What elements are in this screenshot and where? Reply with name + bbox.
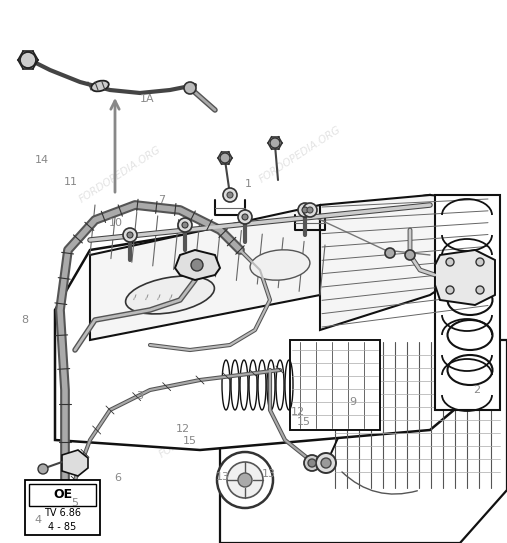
FancyArrowPatch shape xyxy=(342,472,417,494)
Circle shape xyxy=(217,452,273,508)
Circle shape xyxy=(321,458,331,468)
Text: FORDOPEDIA.ORG: FORDOPEDIA.ORG xyxy=(247,270,333,330)
Text: FORDOPEDIA.ORG: FORDOPEDIA.ORG xyxy=(377,370,463,430)
Text: 13: 13 xyxy=(216,472,230,482)
Text: 12: 12 xyxy=(291,407,305,416)
Text: 8: 8 xyxy=(21,315,28,325)
Circle shape xyxy=(47,486,59,498)
Circle shape xyxy=(302,207,308,213)
Circle shape xyxy=(123,228,137,242)
Polygon shape xyxy=(435,195,500,410)
Text: 7: 7 xyxy=(158,195,165,205)
Text: OE: OE xyxy=(53,489,72,502)
Text: 1A: 1A xyxy=(140,94,154,104)
Polygon shape xyxy=(220,340,507,543)
Text: 11: 11 xyxy=(64,177,78,187)
Text: 15: 15 xyxy=(183,436,197,446)
Text: /: / xyxy=(133,294,137,300)
Text: FORDOPEDIA.ORG: FORDOPEDIA.ORG xyxy=(157,400,243,460)
Circle shape xyxy=(178,218,192,232)
Text: 12: 12 xyxy=(175,424,190,434)
Polygon shape xyxy=(175,250,220,280)
Text: FORDOPEDIA.ORG: FORDOPEDIA.ORG xyxy=(258,125,343,185)
Circle shape xyxy=(182,222,188,228)
Polygon shape xyxy=(55,195,490,450)
Text: 1: 1 xyxy=(245,179,252,188)
Circle shape xyxy=(191,259,203,271)
Circle shape xyxy=(227,462,263,498)
Text: 6: 6 xyxy=(115,473,122,483)
Circle shape xyxy=(316,453,336,473)
Circle shape xyxy=(184,82,196,94)
Circle shape xyxy=(308,459,316,467)
Text: 3: 3 xyxy=(136,392,143,401)
Circle shape xyxy=(227,192,233,198)
Circle shape xyxy=(127,232,133,238)
Polygon shape xyxy=(290,340,380,430)
Circle shape xyxy=(242,214,248,220)
Text: 4 - 85: 4 - 85 xyxy=(48,522,77,532)
Polygon shape xyxy=(62,450,88,476)
Text: FORDOPEDIA.ORG: FORDOPEDIA.ORG xyxy=(347,200,432,260)
Polygon shape xyxy=(435,250,495,305)
Circle shape xyxy=(220,153,230,163)
Circle shape xyxy=(238,473,252,487)
Circle shape xyxy=(476,286,484,294)
Text: FORDOPEDIA.ORG: FORDOPEDIA.ORG xyxy=(328,430,413,490)
Text: /: / xyxy=(169,294,173,300)
Text: 2: 2 xyxy=(473,385,480,395)
Text: /: / xyxy=(146,294,149,300)
Circle shape xyxy=(307,207,313,213)
Circle shape xyxy=(303,203,317,217)
Circle shape xyxy=(304,455,320,471)
Bar xyxy=(29,484,96,506)
Text: 4: 4 xyxy=(34,515,42,525)
Text: 15: 15 xyxy=(297,418,311,427)
Polygon shape xyxy=(90,205,320,340)
Circle shape xyxy=(298,203,312,217)
Ellipse shape xyxy=(250,250,310,280)
Circle shape xyxy=(476,258,484,266)
Circle shape xyxy=(385,248,395,258)
Circle shape xyxy=(270,138,280,148)
Bar xyxy=(25,480,100,535)
Text: 10: 10 xyxy=(108,218,123,228)
Text: /: / xyxy=(157,294,161,300)
Text: TV 6.86: TV 6.86 xyxy=(44,508,81,518)
Circle shape xyxy=(446,258,454,266)
Circle shape xyxy=(38,464,48,474)
Text: 5: 5 xyxy=(71,498,79,508)
Polygon shape xyxy=(320,195,490,330)
Text: FORDOPEDIA.ORG: FORDOPEDIA.ORG xyxy=(78,145,163,205)
Text: 14: 14 xyxy=(34,155,49,165)
Circle shape xyxy=(446,286,454,294)
Circle shape xyxy=(238,210,252,224)
Circle shape xyxy=(20,52,36,68)
Text: FORDOPEDIA.ORG: FORDOPEDIA.ORG xyxy=(67,280,153,340)
Ellipse shape xyxy=(91,81,109,91)
Text: /: / xyxy=(182,294,185,300)
Text: 13: 13 xyxy=(262,469,276,479)
Circle shape xyxy=(405,250,415,260)
Ellipse shape xyxy=(126,276,214,314)
Text: 9: 9 xyxy=(349,397,356,407)
Circle shape xyxy=(223,188,237,202)
